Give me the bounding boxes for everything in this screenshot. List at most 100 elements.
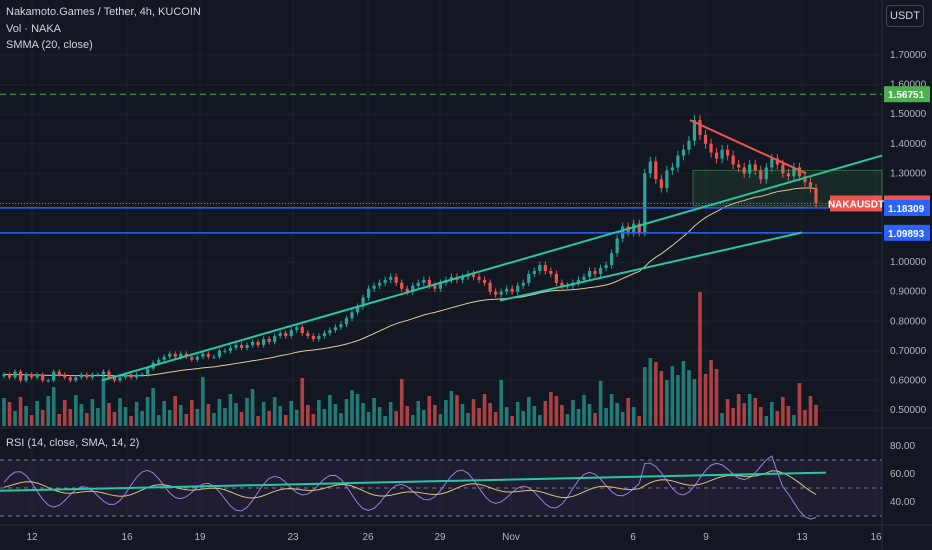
volume-bar: [350, 390, 354, 426]
candle-body: [488, 282, 492, 292]
candle-body: [206, 353, 210, 357]
candle-body: [753, 164, 757, 171]
volume-legend[interactable]: Vol · NAKA: [6, 23, 62, 35]
volume-bar: [361, 403, 365, 426]
candle-body: [703, 134, 708, 144]
candle-body: [107, 371, 111, 378]
volume-bar: [217, 399, 222, 426]
candle-body: [637, 223, 641, 233]
candle-body: [764, 167, 768, 180]
candle-body: [262, 339, 266, 345]
candle-body: [239, 344, 244, 348]
time-tick-label: 16: [870, 532, 882, 543]
smma-legend[interactable]: SMMA (20, close): [6, 39, 93, 51]
currency-button[interactable]: USDT: [886, 5, 924, 27]
time-tick-label: 23: [287, 532, 299, 543]
candle-body: [389, 276, 393, 280]
volume-bar: [477, 408, 481, 426]
volume-bar: [300, 378, 305, 426]
volume-bar: [18, 397, 23, 426]
volume-bar: [560, 405, 564, 426]
candle-body: [803, 176, 807, 183]
volume-bar: [676, 375, 680, 426]
volume-bar: [659, 371, 664, 426]
volume-bar: [328, 395, 332, 426]
candle-body: [372, 285, 376, 289]
volume-bar: [228, 394, 233, 426]
candle-body: [190, 356, 194, 360]
volume-bar: [631, 407, 636, 426]
volume-bar: [648, 358, 653, 426]
candle-body: [74, 377, 78, 381]
price-tick-label: 1.60000: [890, 80, 927, 91]
rsi-tick-label: 40.00: [890, 497, 915, 508]
candle-body: [118, 377, 122, 381]
candle-body: [256, 341, 260, 345]
volume-bar: [134, 402, 139, 426]
candle-body: [659, 179, 663, 189]
candle-body: [30, 374, 34, 378]
candle-body: [24, 374, 28, 381]
volume-bar: [388, 402, 393, 426]
candle-body: [521, 282, 525, 286]
candle-body: [527, 273, 531, 283]
volume-bar: [455, 395, 459, 426]
candle-body: [322, 333, 326, 337]
volume-bar: [775, 411, 780, 426]
volume-bar: [322, 409, 327, 426]
candle-body: [245, 344, 249, 348]
volume-bar: [753, 398, 758, 426]
price-tag-value: 1.56751: [888, 90, 925, 101]
candle-body: [63, 374, 67, 378]
candle-body: [737, 164, 741, 168]
candle-body: [576, 279, 581, 283]
volume-bar: [637, 416, 642, 426]
candle-body: [775, 158, 779, 165]
candle-body: [543, 265, 547, 271]
volume-bar: [339, 413, 343, 426]
candle-body: [378, 282, 382, 286]
candle-body: [482, 279, 487, 283]
volume-bar: [278, 406, 282, 426]
volume-bar: [764, 416, 769, 426]
volume-bar: [786, 406, 791, 426]
candle-body: [731, 155, 735, 165]
rsi-legend[interactable]: RSI (14, close, SMA, 14, 2): [6, 437, 140, 449]
volume-bar: [499, 380, 503, 426]
volume-bar: [747, 394, 752, 426]
candle-body: [786, 173, 790, 177]
price-tick-label: 0.80000: [890, 316, 927, 327]
price-tick-label: 1.00000: [890, 257, 927, 268]
volume-bar: [107, 403, 111, 426]
volume-bar: [272, 397, 277, 426]
volume-bar: [156, 415, 161, 426]
candle-body: [494, 291, 498, 295]
volume-bar: [201, 377, 205, 426]
candle-body: [79, 374, 83, 378]
candle-body: [129, 374, 133, 378]
volume-bar: [543, 401, 548, 426]
candle-body: [416, 282, 420, 286]
rsi-panel: [0, 455, 882, 520]
candle-body: [317, 336, 321, 339]
candle-body: [654, 161, 658, 180]
volume-bar: [521, 411, 526, 426]
drawings[interactable]: [0, 93, 883, 382]
volume-bar: [444, 400, 448, 426]
candle-body: [306, 333, 310, 337]
candle-body: [162, 356, 166, 360]
candle-body: [273, 336, 277, 342]
candle-body: [90, 374, 94, 378]
candle-body: [195, 356, 199, 360]
candle-body: [604, 265, 608, 268]
price-tick-label: 0.90000: [890, 287, 927, 298]
candle-body: [52, 371, 56, 381]
time-tick-label: Nov: [502, 532, 520, 543]
volume-bar: [51, 387, 56, 426]
candle-body: [2, 374, 6, 377]
candle-body: [394, 276, 398, 283]
candle-body: [692, 120, 697, 141]
volume-bar: [792, 415, 796, 426]
candle-body: [770, 158, 774, 168]
